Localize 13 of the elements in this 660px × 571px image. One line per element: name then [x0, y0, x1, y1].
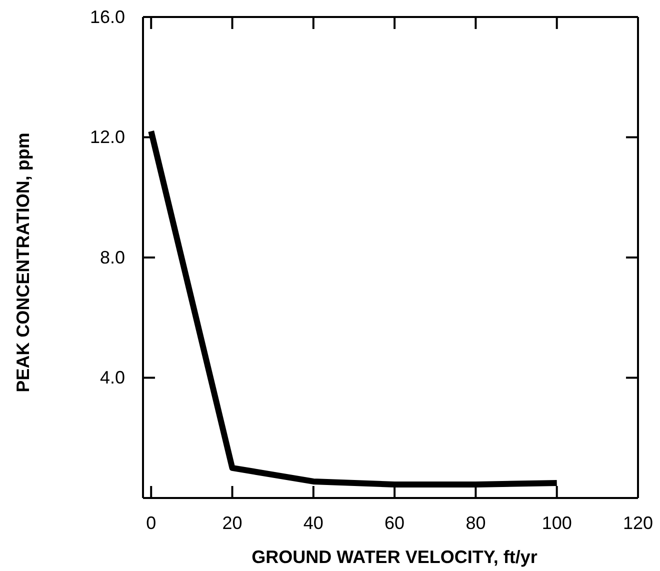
x-tick-label: 120	[622, 512, 654, 533]
x-tick-label: 80	[466, 512, 486, 533]
y-tick-label: 16.0	[90, 6, 125, 27]
y-tick-label: 4.0	[100, 368, 125, 388]
x-tick-label: 20	[222, 512, 242, 533]
x-axis-title: GROUND WATER VELOCITY, ft/yr	[252, 547, 538, 567]
y-axis-title: PEAK CONCENTRATION, ppm	[13, 132, 33, 392]
x-tick-label: 100	[542, 512, 572, 533]
y-tick-label: 8.0	[100, 247, 125, 268]
x-tick-label: 40	[303, 512, 324, 533]
x-tick-label: 0	[146, 512, 156, 533]
x-tick-label: 60	[384, 512, 405, 533]
y-tick-label: 12.0	[90, 127, 125, 148]
